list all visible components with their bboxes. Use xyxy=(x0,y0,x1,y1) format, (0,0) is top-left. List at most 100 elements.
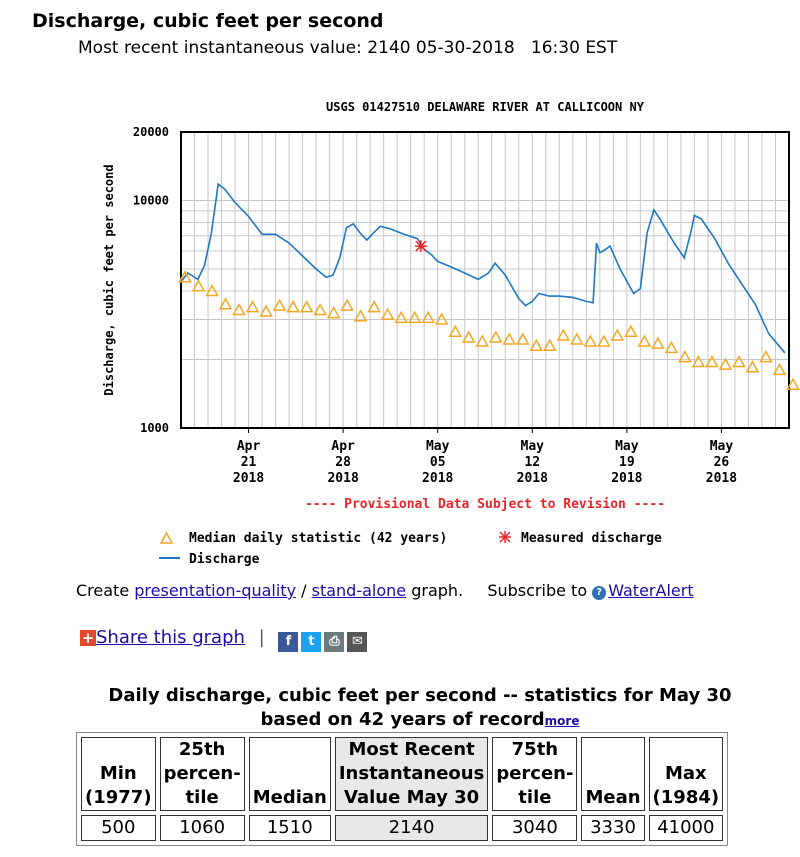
stats-header-cell: Median xyxy=(248,737,331,811)
share-separator: | xyxy=(258,627,265,648)
y-tick-label: 20000 xyxy=(133,125,169,139)
median-marker xyxy=(786,377,800,390)
stats-value-cell: 3330 xyxy=(581,815,645,841)
median-marker xyxy=(461,330,476,343)
more-link[interactable]: more xyxy=(544,714,580,728)
median-marker xyxy=(380,307,395,320)
graph-links: Create presentation-quality / stand-alon… xyxy=(76,581,694,600)
page-title: Discharge, cubic feet per second xyxy=(32,10,384,32)
median-marker xyxy=(570,332,584,345)
discharge-line xyxy=(180,182,786,354)
x-tick-label: 2018 xyxy=(422,471,453,486)
stats-header-cell: Most Recent Instantaneous Value May 30 xyxy=(334,737,489,811)
stats-header-cell: 25th percen-tile xyxy=(159,737,245,811)
stats-table: Min (1977) 25th percen-tile Median Most Recen… xyxy=(76,732,729,846)
median-marker xyxy=(313,302,327,316)
x-tick-labels: Apr212018Apr282018May052018May122018May1… xyxy=(233,428,737,486)
median-marker xyxy=(353,309,368,322)
median-marker xyxy=(597,334,611,347)
presentation-quality-link[interactable]: presentation-quality xyxy=(134,581,297,600)
median-marker xyxy=(664,340,679,354)
median-marker xyxy=(205,283,219,297)
x-tick-label: Apr xyxy=(237,439,261,454)
median-marker xyxy=(637,334,652,347)
median-marker xyxy=(502,332,517,345)
median-marker xyxy=(434,312,449,325)
legend-measured-marker xyxy=(499,531,511,543)
median-marker xyxy=(367,300,381,313)
median-marker xyxy=(407,310,422,324)
median-marker xyxy=(516,332,530,345)
median-marker xyxy=(556,328,571,341)
x-tick-label: 21 xyxy=(241,455,257,470)
x-tick-label: 12 xyxy=(524,455,540,470)
subscribe-text: Subscribe to xyxy=(487,581,588,600)
share-graph-link[interactable]: Share this graph xyxy=(96,627,245,648)
median-marker xyxy=(678,350,692,363)
email-icon[interactable]: ✉ xyxy=(347,632,368,652)
create-text: Create xyxy=(76,581,130,600)
stats-header-cell: Min (1977) xyxy=(81,737,156,811)
graph-text: graph. xyxy=(411,581,464,600)
median-marker xyxy=(340,298,354,311)
stats-value-row: 500 1060 1510 2140 3040 3330 41000 xyxy=(81,815,724,841)
median-marker xyxy=(610,328,625,341)
x-tick-label: May xyxy=(426,439,450,454)
median-marker xyxy=(543,338,557,351)
median-marker xyxy=(259,304,273,317)
slash-text: / xyxy=(301,581,307,600)
chart-series xyxy=(178,182,800,390)
stats-header-cell: Mean xyxy=(581,737,645,811)
facebook-icon[interactable]: f xyxy=(278,632,299,652)
median-marker xyxy=(718,357,733,370)
wateralert-icon: ? xyxy=(592,586,607,600)
x-tick-label: 05 xyxy=(430,455,446,470)
legend-median-label: Median daily statistic (42 years) xyxy=(189,531,447,546)
recent-value-text: Most recent instantaneous value: 2140 05… xyxy=(78,38,618,58)
median-marker xyxy=(299,300,314,313)
x-tick-label: 26 xyxy=(714,455,730,470)
stats-value-cell: 1510 xyxy=(248,815,331,841)
median-marker xyxy=(326,306,341,319)
median-marker xyxy=(394,310,408,324)
twitter-icon[interactable]: t xyxy=(301,632,322,652)
median-marker xyxy=(421,310,435,324)
stats-title-line2-wrap: based on 42 years of recordmore xyxy=(0,708,800,733)
median-marker xyxy=(745,360,760,373)
median-marker xyxy=(583,334,598,347)
chart-title: USGS 01427510 DELAWARE RIVER AT CALLICOO… xyxy=(326,100,645,114)
legend-measured-label: Measured discharge xyxy=(521,531,662,546)
provisional-note: ---- Provisional Data Subject to Revisio… xyxy=(305,497,665,512)
print-icon[interactable]: ⎙ xyxy=(324,632,345,652)
x-tick-label: 2018 xyxy=(517,471,548,486)
median-marker xyxy=(178,270,192,283)
stats-title: Daily discharge, cubic feet per second -… xyxy=(0,684,800,733)
legend: Median daily statistic (42 years) Measur… xyxy=(159,531,662,567)
wateralert-link[interactable]: WaterAlert xyxy=(608,581,694,600)
stats-header-row: Min (1977) 25th percen-tile Median Most Recen… xyxy=(81,737,724,811)
median-marker xyxy=(448,324,462,337)
x-tick-label: 28 xyxy=(335,455,351,470)
median-marker xyxy=(732,354,746,368)
median-marker xyxy=(218,297,233,310)
stand-alone-link[interactable]: stand-alone xyxy=(311,581,407,600)
y-tick-label: 10000 xyxy=(133,193,169,207)
median-marker xyxy=(475,334,490,347)
share-bar: +Share this graph | f t ⎙ ✉ xyxy=(80,627,370,652)
x-tick-label: 2018 xyxy=(706,471,737,486)
stats-header-cell: 75th percen-tile xyxy=(492,737,578,811)
share-plus-icon[interactable]: + xyxy=(80,629,96,647)
x-tick-label: 2018 xyxy=(233,471,264,486)
x-tick-label: May xyxy=(710,439,734,454)
x-tick-label: Apr xyxy=(331,439,355,454)
plot-frame xyxy=(180,131,790,429)
median-marker xyxy=(691,354,706,368)
median-marker xyxy=(624,324,638,337)
stats-value-cell: 41000 xyxy=(648,815,724,841)
median-marker xyxy=(488,330,503,343)
measured-marker xyxy=(414,240,427,253)
median-marker xyxy=(191,279,206,292)
discharge-chart: USGS 01427510 DELAWARE RIVER AT CALLICOO… xyxy=(102,100,800,567)
stats-title-line2: based on 42 years of record xyxy=(260,709,545,730)
y-tick-labels: 1000 10000 20000 xyxy=(133,125,169,435)
